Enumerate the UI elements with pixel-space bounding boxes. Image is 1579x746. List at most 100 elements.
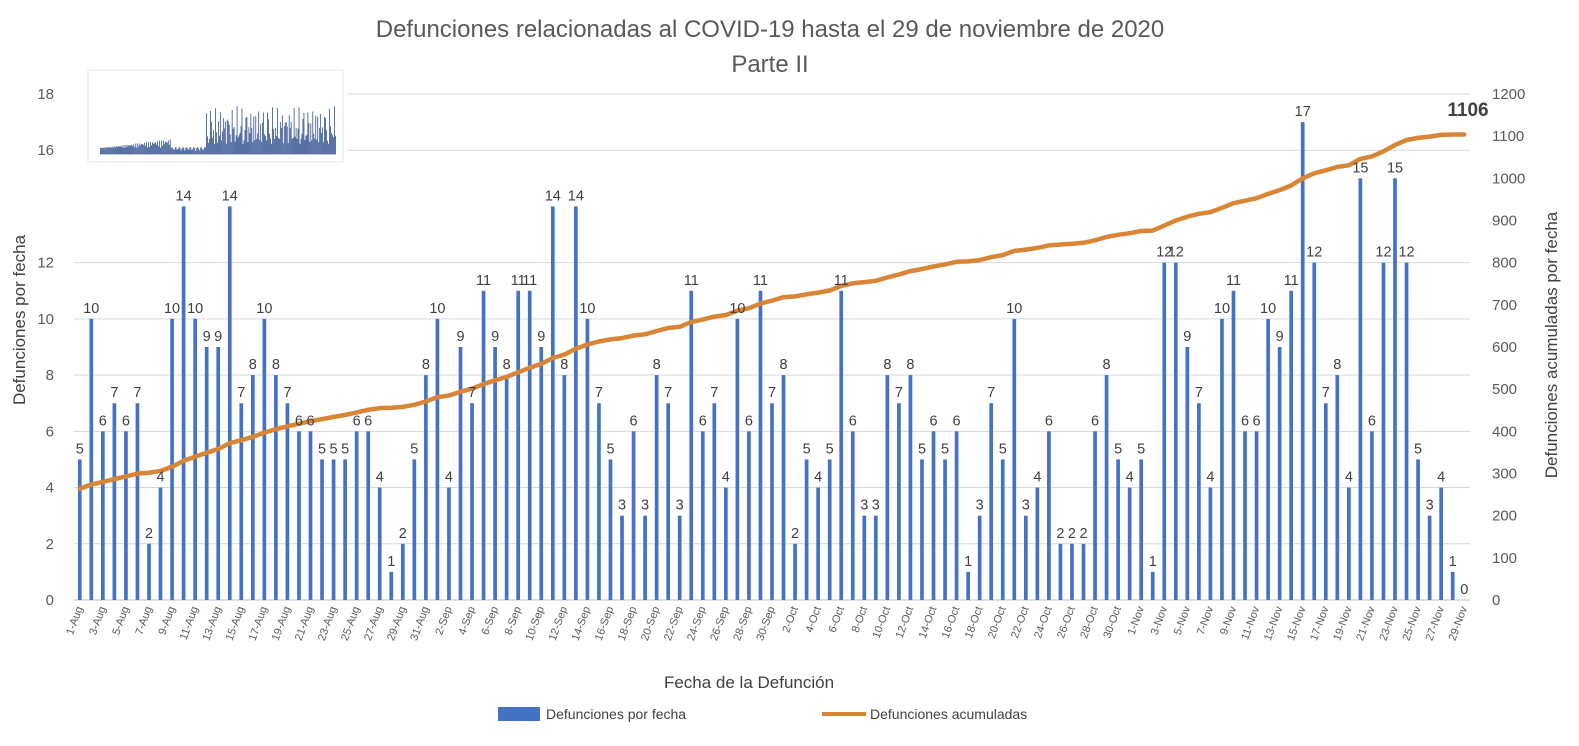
thumbnail-bar [160,140,162,154]
right-tick-label: 1200 [1492,86,1525,103]
thumbnail-bar [274,138,275,154]
thumbnail-bar [318,142,320,154]
x-tick-label: 21-Nov [1354,604,1378,642]
thumbnail-bar [285,122,287,154]
bar-value-label: 5 [999,441,1007,457]
bar-value-label: 2 [791,526,799,542]
x-tick-label: 13-Nov [1262,604,1286,642]
thumbnail-bar [250,113,252,154]
thumbnail-bar [284,122,286,154]
bar [1312,262,1317,600]
bar [643,515,647,600]
bar [470,403,474,600]
bar [481,290,486,600]
x-axis-label: Fecha de la Defunción [664,673,834,692]
thumbnail-bar [255,115,257,154]
chart-title: Defunciones relacionadas al COVID-19 has… [376,16,1164,43]
x-tick-label: 12-Oct [894,605,917,640]
bar [1243,431,1247,600]
bar [1358,178,1363,601]
bar-value-label: 15 [1387,160,1403,176]
bar [1335,375,1340,600]
bar-value-label: 4 [156,470,164,486]
bar [227,206,232,600]
bar [862,515,867,600]
bar-value-label: 8 [272,357,280,373]
x-tick-label: 8-Oct [850,605,870,634]
thumbnail-bar [109,146,111,154]
thumbnail-bar [170,147,172,154]
thumbnail-bar [240,126,242,154]
bar-value-label: 1 [1149,554,1157,570]
bar-value-label: 7 [595,385,603,401]
bar [354,431,359,600]
bar [920,459,924,600]
bar [1173,262,1178,600]
bar [1450,571,1455,600]
gridlines [74,93,1470,601]
thumbnail-bar [159,147,161,154]
bar-value-label: 3 [618,498,626,514]
legend-bar-swatch [498,707,540,721]
bar [1162,262,1167,600]
bar [193,318,197,600]
bar [527,290,532,600]
chart-subtitle: Parte II [731,51,808,78]
bar [1347,487,1351,600]
bar [597,403,601,600]
x-tick-label: 1-Nov [1126,604,1147,636]
thumbnail-bar [229,134,231,154]
bar-value-label: 6 [929,413,937,429]
right-tick-label: 100 [1492,550,1517,567]
left-tick-label: 2 [46,536,54,553]
thumbnail-bar [108,147,110,154]
thumbnail-bar [177,149,179,154]
thumbnail-bar [329,108,330,154]
bar [1023,515,1028,600]
thumbnail-bar [215,108,216,154]
bar-value-label: 12 [1375,245,1391,261]
thumbnail-bar [184,150,186,154]
bar [1220,318,1224,600]
thumbnail-bar [125,147,127,154]
right-tick-label: 400 [1492,423,1517,440]
bar-value-label: 6 [364,413,372,429]
thumbnail-bar [260,123,262,154]
thumbnail-bar [288,115,290,154]
bar-value-label: 1 [387,554,395,570]
thumbnail-bar [261,141,263,154]
bar [1427,515,1432,600]
thumbnail-bar [335,135,336,154]
right-tick-label: 500 [1492,381,1517,398]
bar-value-label: 11 [1226,273,1241,289]
bar [389,571,394,600]
thumbnail-bar [173,149,175,154]
thumbnail-bar [134,147,136,154]
thumbnail-bar [123,147,125,154]
thumbnail-bar [320,113,322,154]
thumbnail-bar [314,138,316,154]
thumbnail-bar [164,141,166,154]
x-tick-label: 1-Aug [64,605,85,637]
bar [89,318,94,600]
thumbnail-bar [102,147,104,154]
bar [954,431,959,600]
x-tick-label: 27-Aug [362,605,385,642]
x-tick-label: 30-Oct [1101,605,1124,640]
thumbnail-bar [326,129,327,154]
bar [204,347,209,600]
thumbnail-bar [135,143,137,154]
thumbnail-bar [209,138,210,154]
thumbnail-bar [312,111,314,154]
bar-value-label: 6 [1045,413,1053,429]
bar [1300,122,1305,600]
bar-value-label: 7 [664,385,672,401]
thumbnail-bar [208,142,209,154]
x-tick-label: 4-Oct [803,605,823,634]
thumbnail-bar [272,107,273,154]
bar-value-label: 4 [445,470,453,486]
thumbnail-bar [105,147,107,154]
bar-value-label: 7 [768,385,776,401]
thumbnail-bar [152,142,153,154]
